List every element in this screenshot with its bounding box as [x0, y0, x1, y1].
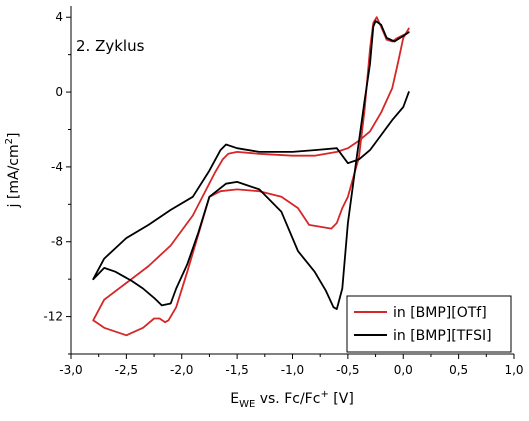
x-tick-label: 0,5	[449, 363, 468, 377]
x-axis-title-unit: [V]	[329, 391, 354, 407]
y-axis-title-sup: 2	[4, 138, 15, 144]
legend-label: in [BMP][TFSI]	[393, 328, 492, 344]
series-line-otf	[92, 16, 410, 337]
x-axis-title-sup: +	[320, 389, 328, 400]
x-axis-title-main: E	[230, 391, 239, 407]
series-line-tfsi	[92, 20, 410, 310]
x-tick-label: -1,0	[281, 363, 304, 377]
y-axis-title-main: j [mA/cm	[6, 144, 22, 208]
x-tick-label: -3,0	[59, 363, 82, 377]
legend-box	[346, 295, 512, 353]
axes: -3,0 -2,5 -2,0 -1,5 -1,0 -0,5 0,0 0,5 1,0 4 0 -4 -8 -…	[43, 6, 524, 377]
y-tick-label: 0	[55, 85, 63, 99]
y-tick-label: -12	[43, 310, 63, 324]
x-axis-title: EWE vs. Fc/Fc+ [V]	[230, 389, 354, 410]
cycle-annotation: 2. Zyklus	[76, 37, 145, 55]
x-tick-label: 1,0	[504, 363, 523, 377]
y-axis-title: j [mA/cm2]	[4, 133, 22, 209]
x-tick-label: 0,0	[394, 363, 413, 377]
y-tick-label: 4	[55, 10, 63, 24]
y-tick-label: -8	[51, 235, 63, 249]
legend-label: in [BMP][OTf]	[393, 305, 487, 321]
x-axis-title-rest: vs. Fc/Fc	[255, 391, 320, 407]
x-tick-label: -1,5	[225, 363, 248, 377]
series-layer	[92, 16, 410, 337]
x-axis-title-sub: WE	[239, 399, 255, 410]
legend: in [BMP][OTf] in [BMP][TFSI]	[346, 295, 512, 353]
x-tick-label: -0,5	[336, 363, 359, 377]
y-tick-label: -4	[51, 160, 63, 174]
x-tick-label: -2,5	[115, 363, 138, 377]
x-tick-label: -2,0	[170, 363, 193, 377]
y-axis-title-unit: ]	[6, 133, 22, 138]
